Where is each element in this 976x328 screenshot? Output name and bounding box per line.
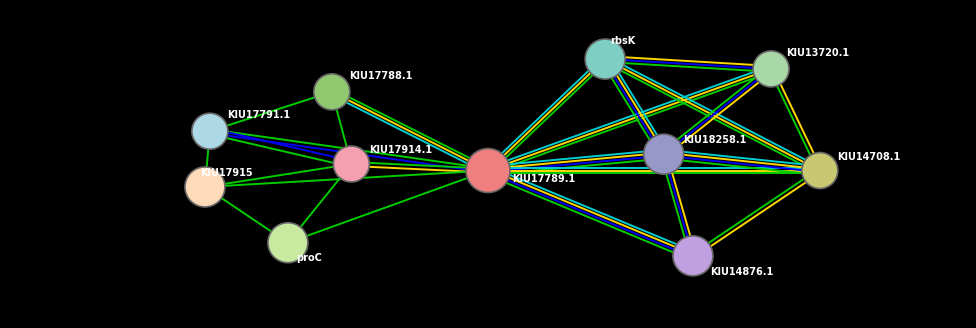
Circle shape <box>334 146 369 182</box>
Text: KIU17915: KIU17915 <box>200 168 253 178</box>
Circle shape <box>753 51 789 87</box>
Text: KIU17791.1: KIU17791.1 <box>227 111 291 120</box>
Text: KIU13720.1: KIU13720.1 <box>786 48 849 58</box>
Circle shape <box>314 74 349 110</box>
Text: KIU18258.1: KIU18258.1 <box>683 135 747 145</box>
Circle shape <box>586 39 625 79</box>
Text: KIU14876.1: KIU14876.1 <box>711 267 774 277</box>
Text: KIU17788.1: KIU17788.1 <box>349 71 413 81</box>
Text: KIU17789.1: KIU17789.1 <box>512 174 576 184</box>
Circle shape <box>268 223 307 263</box>
Circle shape <box>466 149 510 193</box>
Circle shape <box>802 153 837 189</box>
Text: KIU17914.1: KIU17914.1 <box>369 145 432 155</box>
Circle shape <box>192 113 227 149</box>
Circle shape <box>185 167 224 207</box>
Circle shape <box>673 236 712 276</box>
Text: proC: proC <box>296 254 322 263</box>
Text: rbsK: rbsK <box>610 36 635 46</box>
Text: KIU14708.1: KIU14708.1 <box>837 152 901 162</box>
Circle shape <box>644 134 683 174</box>
